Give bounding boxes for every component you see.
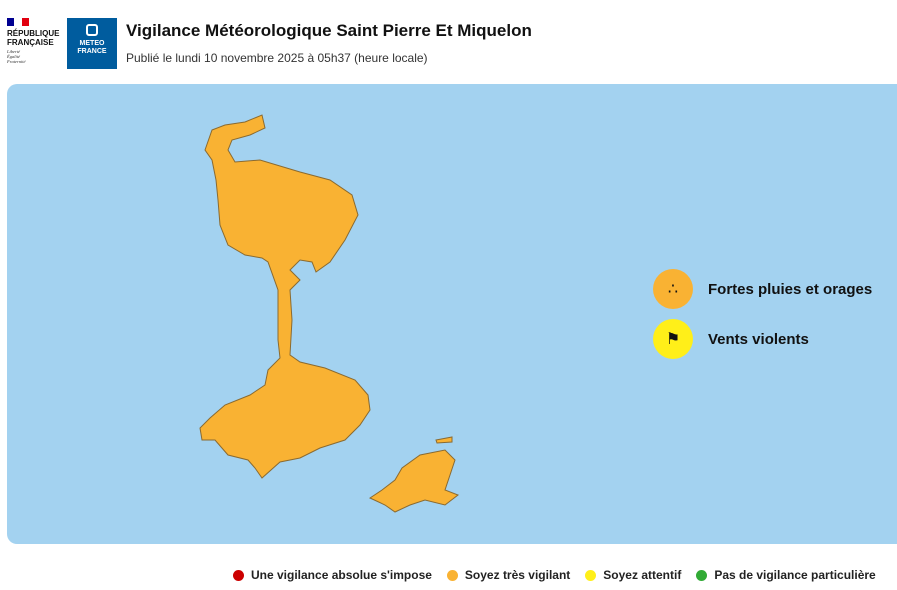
- legend-orange: Soyez très vigilant: [446, 568, 570, 582]
- phenomenon-wind[interactable]: ⚑ Vents violents: [653, 319, 809, 359]
- republique-francaise-logo: RÉPUBLIQUE FRANÇAISE Liberté Égalité Frater…: [7, 18, 62, 64]
- vigilance-legend: Une vigilance absolue s'impose Soyez trè…: [233, 568, 876, 582]
- phenomenon-rain-storm[interactable]: ∴ Fortes pluies et orages: [653, 269, 872, 309]
- windsock-icon: ⚑: [653, 319, 693, 359]
- phenomenon-label: Vents violents: [708, 330, 809, 348]
- page-title: Vigilance Météorologique Saint Pierre Et…: [126, 21, 532, 40]
- legend-yellow: Soyez attentif: [585, 568, 681, 582]
- flag-icon: [7, 18, 29, 26]
- region-miquelon-langlade[interactable]: [199, 114, 371, 479]
- phenomenon-label: Fortes pluies et orages: [708, 280, 873, 298]
- meteo-france-logo[interactable]: METEO FRANCE: [67, 18, 117, 69]
- published-date: Publié le lundi 10 novembre 2025 à 05h37…: [126, 51, 428, 65]
- legend-red: Une vigilance absolue s'impose: [233, 568, 432, 582]
- region-saint-pierre[interactable]: [368, 436, 460, 513]
- legend-green: Pas de vigilance particulière: [696, 568, 876, 582]
- rain-storm-icon: ∴: [653, 269, 693, 309]
